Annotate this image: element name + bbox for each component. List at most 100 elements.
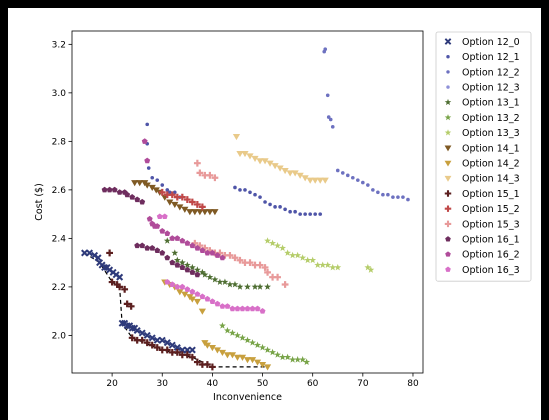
legend-entry: Option 16_3: [462, 265, 520, 276]
data-point: [111, 186, 118, 193]
data-point: [206, 273, 214, 281]
data-point: [108, 278, 116, 286]
data-point: [211, 174, 219, 182]
y-tick-label: 2.2: [52, 283, 66, 293]
data-point: [253, 359, 262, 366]
data-point: [325, 93, 330, 98]
data-point: [234, 305, 241, 312]
data-point: [213, 347, 222, 354]
data-point: [171, 201, 179, 209]
data-point: [304, 256, 312, 264]
data-point: [239, 334, 246, 341]
data-point: [199, 293, 206, 300]
legend-marker: [444, 38, 452, 45]
data-point: [143, 339, 151, 347]
data-point: [188, 296, 196, 303]
data-point: [129, 194, 136, 200]
data-point: [189, 242, 196, 249]
data-point: [106, 186, 113, 193]
legend-marker: [444, 98, 452, 106]
legend-entry: Option 12_1: [462, 52, 520, 63]
data-point: [196, 169, 204, 177]
data-point: [174, 235, 181, 241]
data-point: [211, 209, 219, 216]
data-point: [221, 278, 229, 285]
data-point: [324, 261, 332, 268]
data-point: [160, 183, 165, 187]
data-point: [179, 264, 186, 270]
data-point: [193, 201, 201, 208]
data-point: [214, 252, 221, 258]
data-point: [274, 351, 282, 358]
series-option-16-1: [101, 186, 201, 278]
data-point: [178, 193, 186, 201]
data-point: [294, 251, 302, 259]
data-point: [218, 349, 227, 356]
data-point: [131, 180, 139, 187]
series-option-12-1: [145, 122, 323, 216]
data-point: [248, 190, 252, 195]
data-point: [172, 190, 177, 195]
data-point: [164, 278, 171, 285]
legend-entry: Option 13_2: [462, 113, 520, 124]
y-tick-label: 2.0: [52, 332, 67, 342]
data-point: [386, 192, 390, 197]
x-tick-label: 40: [207, 379, 219, 389]
data-point: [231, 280, 239, 288]
data-point: [201, 271, 209, 278]
data-point: [283, 207, 287, 212]
data-point: [214, 300, 221, 307]
data-point: [116, 189, 123, 195]
data-point: [183, 196, 191, 203]
data-point: [256, 261, 264, 269]
data-point: [144, 244, 151, 251]
data-point: [263, 200, 267, 204]
data-point: [158, 188, 166, 196]
legend-entry: Option 12_2: [462, 67, 520, 78]
data-point: [396, 195, 400, 199]
data-point: [391, 195, 395, 199]
data-point: [269, 239, 276, 247]
data-point: [268, 202, 272, 207]
data-point: [169, 259, 176, 266]
legend-entry: Option 15_3: [462, 219, 520, 230]
data-point: [153, 344, 161, 351]
data-point: [261, 264, 269, 271]
data-point: [266, 160, 274, 167]
data-point: [155, 178, 160, 182]
data-point: [106, 249, 114, 257]
data-point: [171, 249, 179, 256]
legend-entry: Option 12_3: [462, 83, 520, 94]
data-point: [173, 256, 181, 264]
legend-entry: Option 12_0: [462, 37, 520, 48]
x-tick-label: 80: [407, 379, 419, 389]
x-tick-label: 50: [257, 379, 269, 389]
data-point: [291, 170, 299, 177]
data-point: [299, 254, 307, 261]
y-tick-label: 3.2: [52, 41, 66, 51]
data-point: [219, 303, 226, 309]
legend-marker: [444, 190, 452, 197]
data-point: [141, 138, 148, 144]
legend-marker: [445, 236, 451, 242]
data-point: [116, 283, 124, 291]
data-point: [239, 305, 246, 312]
data-point: [234, 331, 241, 339]
data-point: [243, 188, 247, 192]
series-option-13-1: [163, 237, 271, 290]
data-point: [351, 175, 355, 180]
data-point: [364, 263, 372, 271]
data-point: [163, 346, 171, 354]
data-point: [309, 256, 317, 264]
data-point: [401, 195, 405, 199]
data-point: [211, 276, 219, 283]
data-point: [286, 170, 294, 177]
data-point: [188, 346, 196, 354]
data-point: [168, 341, 176, 349]
data-point: [299, 356, 307, 363]
data-point: [134, 242, 141, 249]
data-point: [164, 230, 171, 237]
y-tick-label: 3.0: [52, 89, 67, 99]
data-point: [261, 158, 269, 165]
data-point: [345, 173, 350, 178]
